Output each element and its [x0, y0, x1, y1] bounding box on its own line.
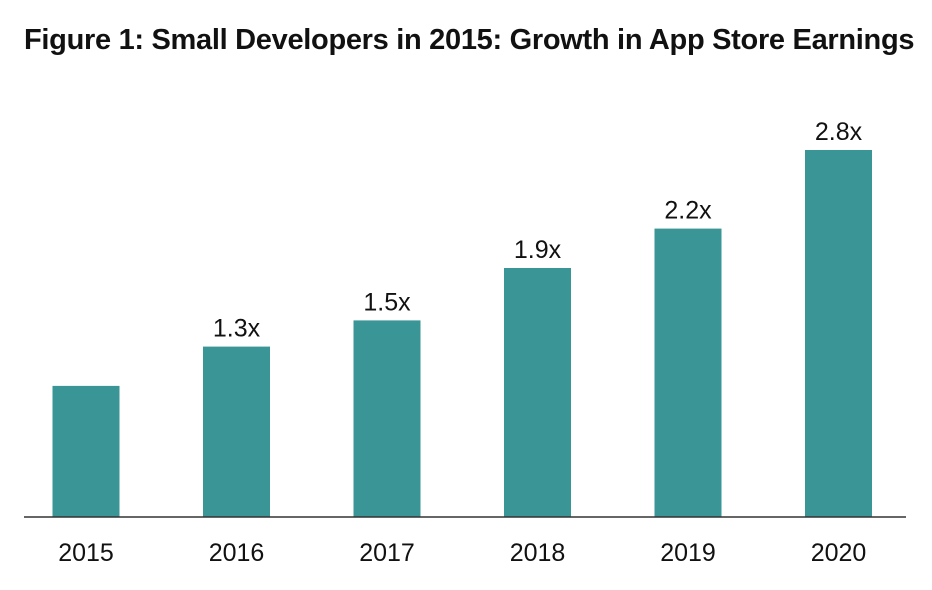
bar-value-label-2016: 1.3x [213, 315, 261, 343]
x-tick-label-2020: 2020 [811, 539, 867, 567]
bar-value-label-2019: 2.2x [664, 197, 712, 225]
chart-title: Figure 1: Small Developers in 2015: Grow… [24, 24, 915, 56]
x-tick-label-2019: 2019 [660, 539, 716, 567]
bar-2018 [504, 268, 571, 517]
x-tick-label-2017: 2017 [359, 539, 415, 567]
bar-value-label-2018: 1.9x [514, 236, 562, 264]
bar-2015 [52, 385, 120, 517]
bar-2016 [203, 346, 270, 517]
bar-value-label-2020: 2.8x [815, 118, 863, 146]
bar-value-label-2017: 1.5x [363, 288, 411, 316]
bar-2019 [654, 228, 722, 517]
x-tick-label-2016: 2016 [209, 539, 265, 567]
bar-value-labels: 1.3x 1.5x 1.9x 2.2x 2.8x [213, 118, 863, 343]
x-tick-label-2018: 2018 [510, 539, 566, 567]
bars-group [52, 150, 872, 517]
x-tick-labels: 2015 2016 2017 2018 2019 2020 [58, 539, 866, 567]
x-tick-label-2015: 2015 [58, 539, 114, 567]
bar-2017 [353, 320, 421, 517]
bar-2020 [805, 150, 872, 517]
